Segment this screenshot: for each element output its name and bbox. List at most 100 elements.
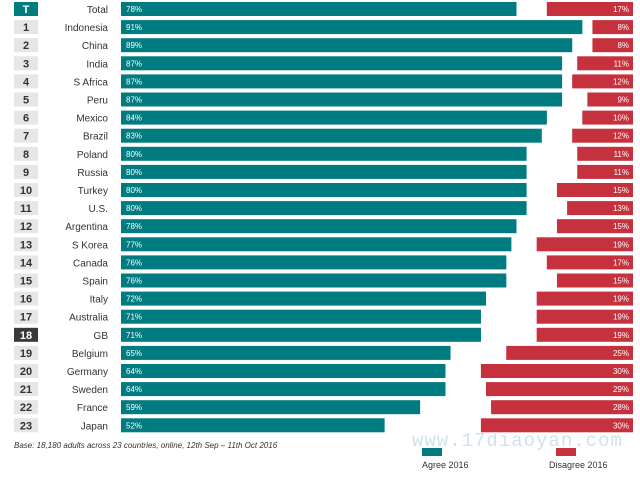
agree-value-label: 87% [126,59,142,68]
disagree-value-label: 17% [613,258,629,267]
disagree-bar [491,400,633,415]
agree-value-label: 76% [126,258,142,267]
country-label: India [86,59,108,70]
disagree-value-label: 19% [613,295,629,304]
disagree-value-label: 25% [613,349,629,358]
rank-label: 5 [23,95,29,107]
chart-row: 3 India 87% 11% [14,56,633,71]
rank-label: 1 [23,22,29,34]
agree-value-label: 80% [126,186,142,195]
agree-value-label: 64% [126,367,142,376]
agree-value-label: 91% [126,23,142,32]
chart-row: 8 Poland 80% 11% [14,146,633,161]
rank-label: 2 [23,40,29,52]
agree-bar [121,400,421,415]
disagree-bar [536,327,633,342]
agree-bar [121,56,563,71]
disagree-value-label: 8% [617,23,629,32]
rank-box [14,327,38,342]
disagree-value-label: 30% [613,421,629,430]
country-label: Poland [77,150,108,161]
disagree-bar [556,219,633,234]
rank-box [14,400,38,415]
chart-row: 11 U.S. 80% 13% [14,201,633,216]
country-label: Mexico [76,114,108,125]
disagree-value-label: 19% [613,331,629,340]
rank-label: 4 [23,76,30,88]
agree-bar [121,20,583,35]
disagree-bar [577,56,633,71]
agree-bar [121,327,481,342]
disagree-bar [587,92,633,107]
agree-bar [121,183,527,197]
disagree-value-label: 15% [613,222,629,231]
chart-row: 1 Indonesia 91% 8% [14,20,633,35]
legend-disagree-swatch [556,448,576,456]
rank-label: 6 [23,113,29,125]
rank-box [14,309,38,324]
rank-box [14,92,38,107]
agree-bar [121,255,507,270]
rank-label: 15 [20,276,32,288]
rank-label: T [23,4,30,16]
rank-label: 9 [23,167,29,179]
agree-bar [121,146,527,161]
chart-row: 12 Argentina 78% 15% [14,219,633,234]
agree-value-label: 80% [126,150,142,159]
disagree-bar [582,110,633,125]
disagree-bar [567,201,633,216]
country-label: GB [94,331,109,342]
agree-value-label: 72% [126,295,142,304]
agree-bar [121,418,385,433]
chart-row: 21 Sweden 64% 29% [14,382,633,397]
rank-label: 10 [20,185,32,197]
rank-label: 11 [20,203,32,215]
disagree-bar [577,164,633,179]
agree-value-label: 80% [126,168,142,177]
agree-bar [121,74,563,89]
chart-row: 2 China 89% 8% [14,38,633,53]
country-label: Brazil [83,132,108,143]
chart-row: 7 Brazil 83% 12% [14,128,633,143]
rank-label: 20 [20,366,32,378]
agree-value-label: 83% [126,132,142,141]
chart-row: 5 Peru 87% 9% [14,92,633,107]
disagree-value-label: 12% [613,132,629,141]
rank-box [14,56,38,71]
chart-row: 22 France 59% 28% [14,400,633,415]
chart-rows: T Total 78% 17%1 Indonesia 91% 8%2 China 89% 8%3 I… [14,2,633,433]
rank-label: 7 [23,131,29,143]
rank-box [14,291,38,306]
agree-value-label: 64% [126,385,142,394]
rank-label: 22 [20,402,32,414]
footnote: Base: 18,180 adults across 23 countries,… [14,441,278,450]
disagree-value-label: 15% [613,186,629,195]
agree-value-label: 78% [126,5,142,14]
country-label: Turkey [78,186,108,197]
rank-label: 14 [20,257,33,269]
country-label: S Africa [74,77,109,88]
country-label: Japan [81,421,108,432]
disagree-value-label: 19% [613,240,629,249]
chart-row: 9 Russia 80% 11% [14,164,633,179]
agree-bar [121,219,517,234]
rank-box [14,38,38,53]
disagree-bar [572,128,633,143]
agree-bar [121,110,547,125]
rank-box [14,273,38,288]
rank-box [14,418,38,433]
rank-box [14,201,38,216]
agree-value-label: 65% [126,349,142,358]
rank-box [14,255,38,270]
disagree-value-label: 15% [613,277,629,286]
country-label: Indonesia [65,23,109,34]
rank-box [14,110,38,125]
chart-row: 15 Spain 76% 15% [14,273,633,288]
chart-row: 13 S Korea 77% 19% [14,237,633,252]
country-label: Germany [67,367,108,378]
rank-box [14,382,38,397]
chart-row: 20 Germany 64% 30% [14,364,633,378]
country-label: Australia [69,313,108,324]
country-label: Total [87,5,108,16]
